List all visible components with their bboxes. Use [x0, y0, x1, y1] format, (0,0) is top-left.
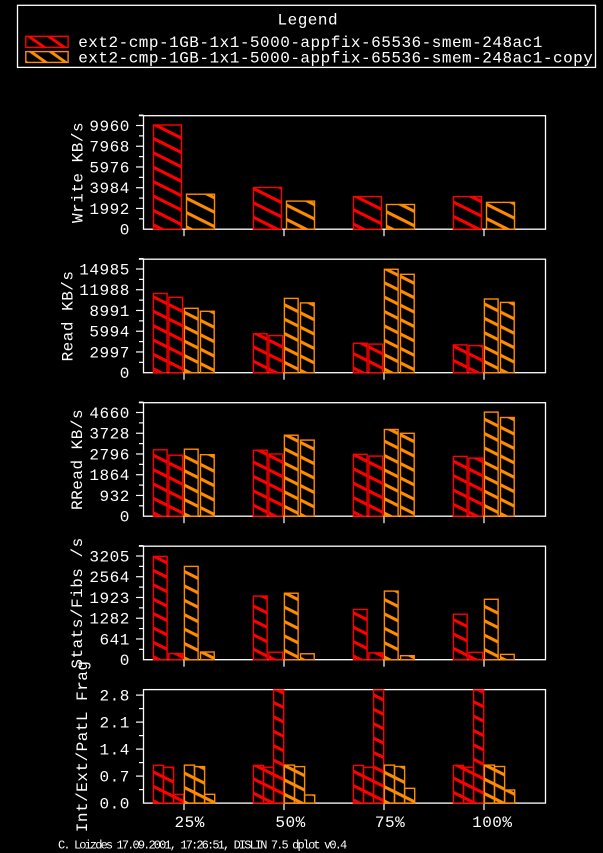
svg-text:25%: 25%	[175, 814, 205, 832]
svg-text:1923: 1923	[89, 590, 129, 608]
svg-text:11988: 11988	[79, 282, 130, 300]
svg-text:Int/Ext/PatL Frag: Int/Ext/PatL Frag	[74, 660, 92, 832]
svg-text:3984: 3984	[89, 180, 129, 198]
svg-text:0.7: 0.7	[99, 769, 129, 787]
svg-text:8991: 8991	[89, 303, 129, 321]
svg-text:Read KB/s: Read KB/s	[60, 270, 78, 361]
svg-text:RRead KB/s: RRead KB/s	[69, 409, 87, 510]
svg-text:1282: 1282	[89, 611, 129, 629]
svg-text:3728: 3728	[89, 426, 129, 444]
svg-text:0.0: 0.0	[99, 796, 129, 814]
svg-text:1.4: 1.4	[99, 742, 129, 760]
svg-text:0: 0	[120, 652, 130, 670]
svg-text:75%: 75%	[375, 814, 405, 832]
svg-text:9960: 9960	[89, 118, 129, 136]
svg-text:932: 932	[99, 488, 129, 506]
svg-text:2564: 2564	[89, 569, 129, 587]
svg-text:50%: 50%	[275, 814, 305, 832]
svg-text:0: 0	[120, 509, 130, 527]
svg-text:1992: 1992	[89, 201, 129, 219]
svg-text:ext2-cmp-1GB-1x1-5000-appfix-6: ext2-cmp-1GB-1x1-5000-appfix-65536-smem-…	[78, 49, 593, 67]
svg-text:100%: 100%	[472, 814, 512, 832]
svg-text:2796: 2796	[89, 446, 129, 464]
svg-text:Write KB/s: Write KB/s	[70, 122, 88, 223]
svg-text:Legend: Legend	[278, 11, 339, 29]
svg-text:0: 0	[120, 222, 130, 240]
svg-text:14985: 14985	[79, 262, 130, 280]
svg-text:Stats/Fibs /s: Stats/Fibs /s	[69, 537, 87, 668]
svg-text:4660: 4660	[89, 405, 129, 423]
svg-text:2997: 2997	[89, 344, 129, 362]
svg-text:5994: 5994	[89, 324, 129, 342]
svg-text:3205: 3205	[89, 549, 129, 567]
svg-text:5976: 5976	[89, 159, 129, 177]
svg-text:7968: 7968	[89, 139, 129, 157]
svg-text:ext2-cmp-1GB-1x1-5000-appfix-6: ext2-cmp-1GB-1x1-5000-appfix-65536-smem-…	[78, 34, 543, 52]
svg-text:641: 641	[99, 631, 129, 649]
svg-text:1864: 1864	[89, 467, 129, 485]
svg-text:C. Loizdes 17.09.2001, 17:26:5: C. Loizdes 17.09.2001, 17:26:51, DISLIN …	[58, 839, 347, 853]
svg-text:2.1: 2.1	[99, 715, 129, 733]
svg-text:2.8: 2.8	[99, 688, 129, 706]
svg-text:0: 0	[120, 365, 130, 383]
